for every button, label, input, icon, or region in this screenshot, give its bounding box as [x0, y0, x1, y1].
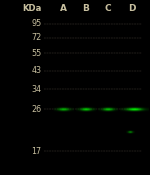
- Text: KDa: KDa: [22, 4, 41, 13]
- Text: D: D: [128, 4, 136, 13]
- Text: B: B: [82, 4, 89, 13]
- Text: 43: 43: [31, 66, 41, 75]
- Text: 55: 55: [31, 49, 41, 58]
- Text: 17: 17: [31, 147, 41, 156]
- Text: 95: 95: [31, 19, 41, 28]
- Text: C: C: [105, 4, 111, 13]
- Text: 72: 72: [31, 33, 41, 42]
- Text: A: A: [60, 4, 66, 13]
- Text: 26: 26: [31, 105, 41, 114]
- Text: 34: 34: [31, 85, 41, 94]
